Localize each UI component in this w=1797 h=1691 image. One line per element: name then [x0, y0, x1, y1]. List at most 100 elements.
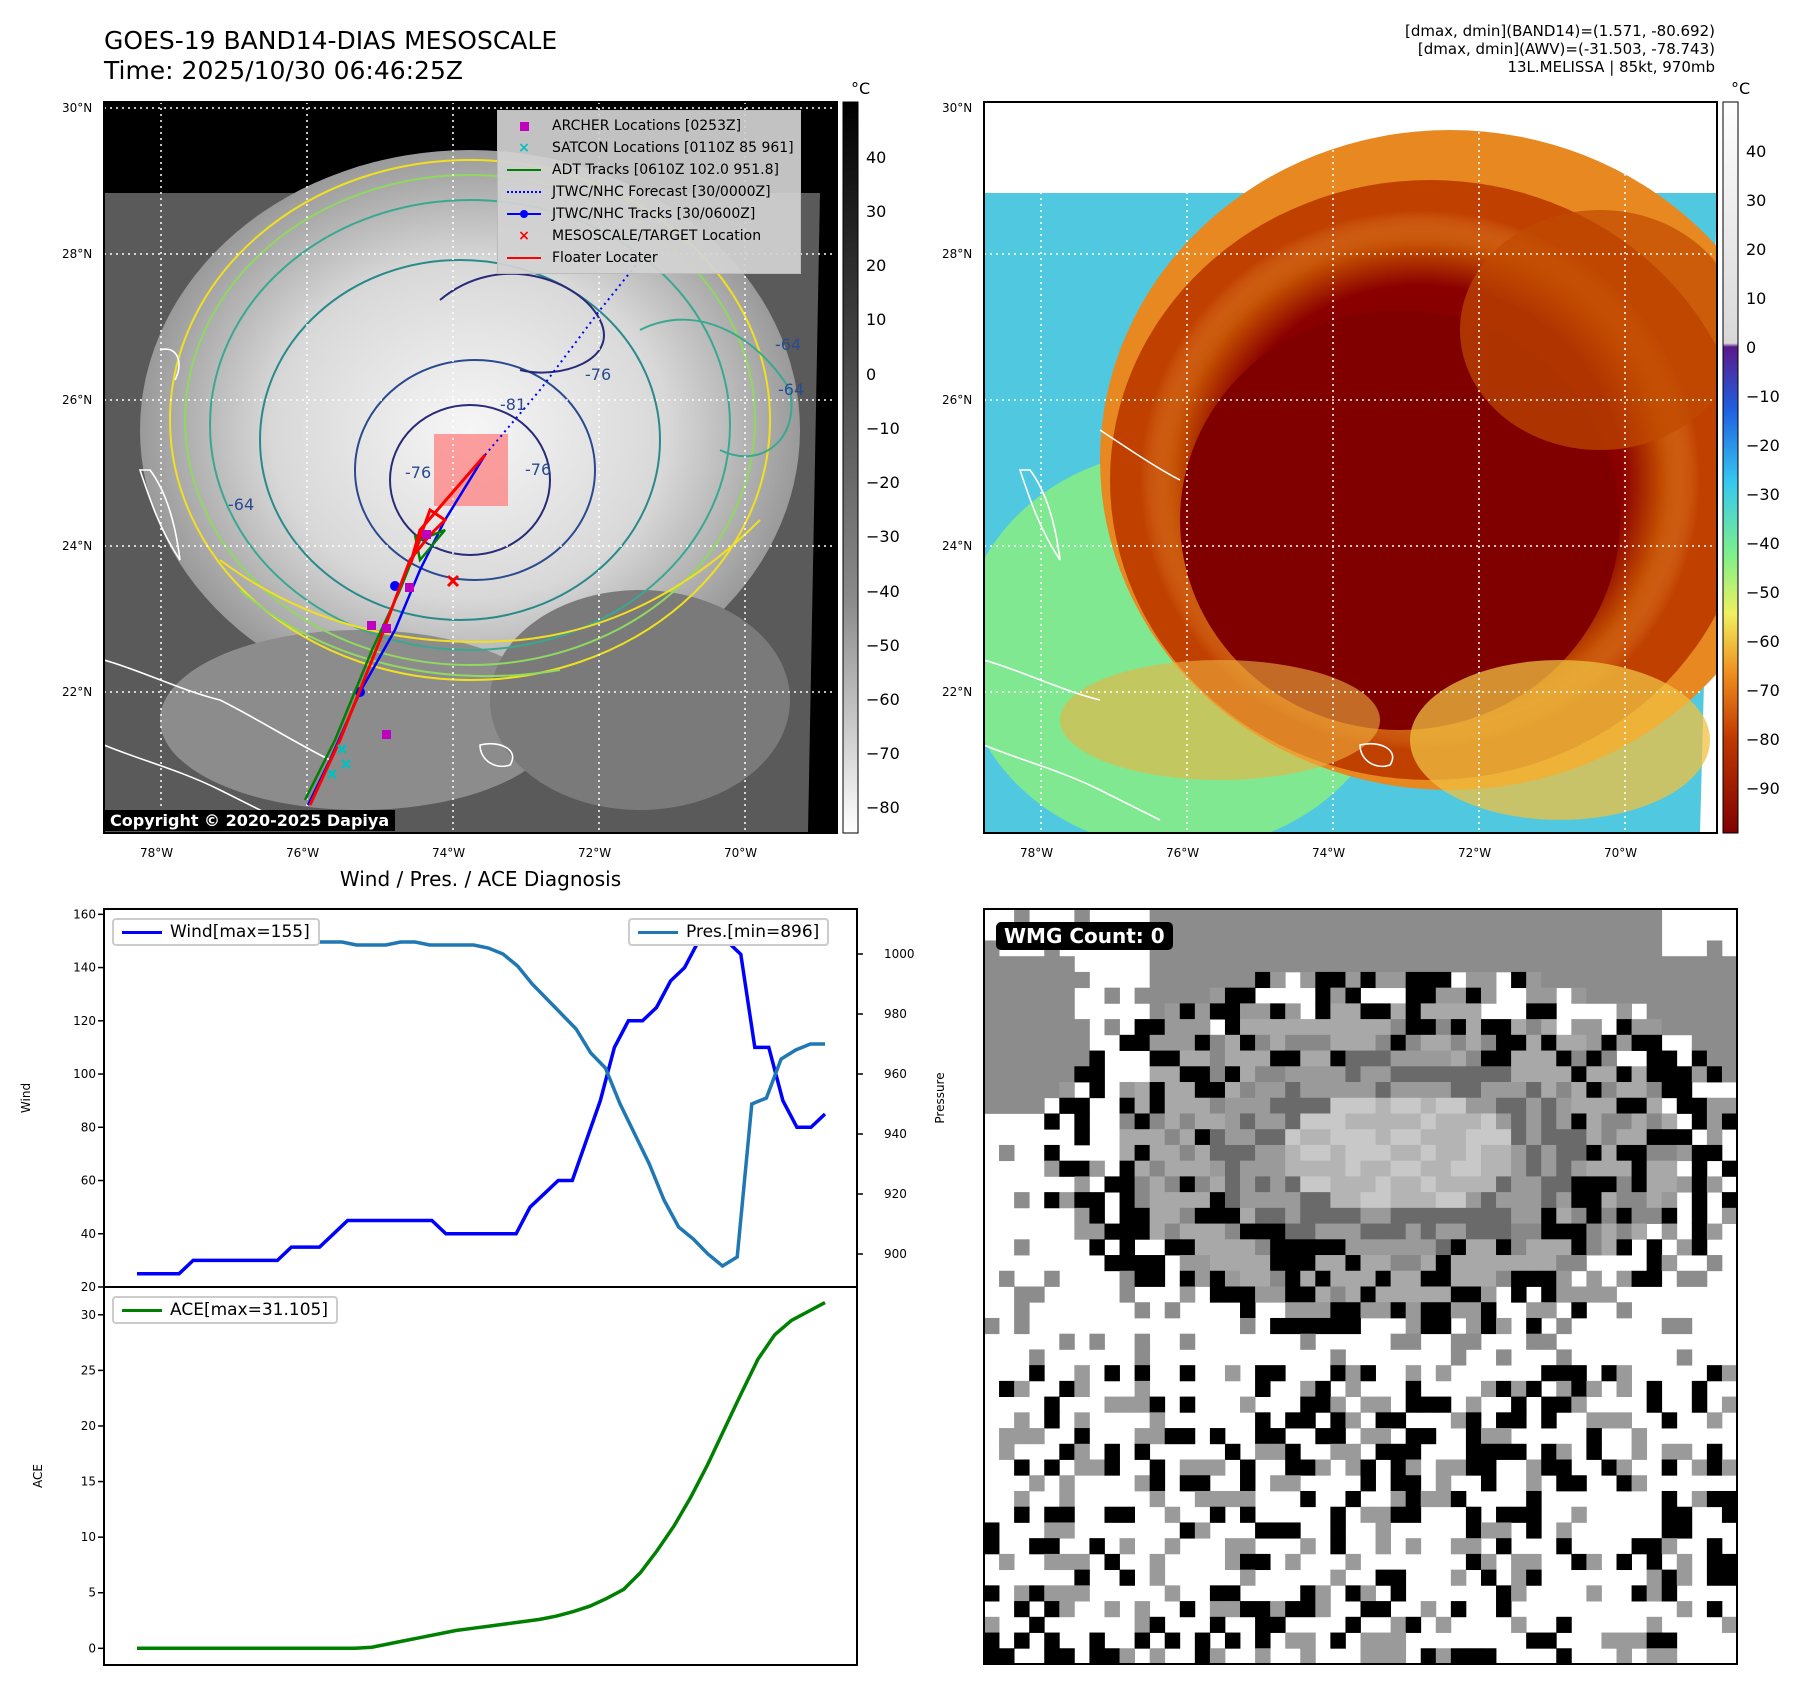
wmg-cell	[1044, 1585, 1060, 1602]
wmg-cell	[1119, 1255, 1135, 1272]
wmg-cell	[1149, 1192, 1166, 1209]
wmg-cell	[1586, 1050, 1602, 1067]
wmg-cell	[1390, 1192, 1407, 1209]
wmg-cell	[1526, 1380, 1542, 1398]
wmg-cell	[1435, 1113, 1452, 1130]
archer-markers	[367, 530, 431, 739]
wmg-cell	[1074, 1569, 1090, 1586]
wmg-cell	[1074, 1034, 1090, 1051]
legend-item-tracks: JTWC/NHC Tracks [30/0600Z]	[504, 203, 794, 225]
wmg-cell	[1194, 940, 1211, 957]
wmg-cell	[1345, 940, 1361, 957]
wmg-cell	[1601, 971, 1617, 989]
line-icon	[122, 930, 162, 934]
wmg-cell	[1375, 924, 1392, 941]
wmg-cell	[1375, 1569, 1392, 1586]
wmg-cell	[1375, 1144, 1392, 1162]
chart-title: Wind / Pres. / ACE Diagnosis	[339, 867, 622, 891]
wmg-cell	[1179, 1365, 1196, 1382]
colorbar-tick: 0	[866, 365, 877, 384]
wind-legend: Wind[max=155]	[112, 918, 320, 946]
wmg-cell	[1420, 1270, 1437, 1287]
wmg-cell	[1526, 1003, 1542, 1020]
wmg-cell	[1511, 1239, 1527, 1256]
wmg-cell	[1556, 1223, 1572, 1240]
pressure-axis-label: Pressure	[933, 1072, 947, 1123]
wmg-cell	[1209, 1255, 1226, 1272]
wmg-cell	[1435, 1019, 1452, 1036]
wmg-cell	[1300, 1302, 1316, 1319]
wmg-cell	[1224, 1066, 1241, 1083]
wmg-cell	[1224, 924, 1241, 941]
wmg-cell	[1616, 1082, 1632, 1099]
wmg-cell	[1721, 1160, 1738, 1177]
wmg-cell	[1631, 1034, 1648, 1051]
wmg-cell	[1526, 987, 1542, 1004]
wmg-cell	[1571, 1144, 1587, 1162]
wmg-cell	[1014, 909, 1030, 926]
wmg-cell	[1706, 987, 1723, 1004]
colorbar-tick: −40	[866, 582, 900, 601]
wmg-cell	[1240, 1601, 1256, 1618]
wmg-cell	[1014, 1506, 1030, 1523]
x-marker-icon: ×	[518, 140, 530, 156]
wmg-cell	[1104, 1459, 1120, 1476]
wmg-cell	[1390, 1050, 1407, 1067]
wmg-cell	[1029, 1082, 1045, 1099]
wmg-cell	[1691, 1144, 1708, 1162]
wmg-cell	[1194, 1632, 1211, 1649]
axis-tick-label: 140	[73, 961, 96, 975]
wmg-cell	[1330, 1286, 1346, 1303]
wmg-cell	[1255, 1412, 1271, 1429]
wmg-cell	[1014, 1585, 1030, 1602]
wmg-cell	[1661, 1113, 1678, 1130]
wmg-cell	[1285, 1176, 1301, 1193]
wmg-cell	[1300, 1176, 1316, 1193]
wmg-cell	[1029, 1349, 1045, 1366]
wmg-cell	[1390, 1286, 1407, 1303]
wmg-cell	[1179, 1223, 1196, 1240]
archer-location	[422, 530, 431, 539]
wmg-cell	[1526, 1333, 1542, 1350]
ir-map: -64 -76 -81 -76 -76 -64 -64	[104, 102, 837, 833]
wmg-cell	[1315, 1317, 1331, 1335]
wmg-cell	[1616, 1097, 1632, 1114]
wmg-cell	[1586, 1223, 1602, 1240]
wmg-cell	[1405, 1475, 1422, 1492]
ace-axes	[103, 1286, 858, 1666]
wmg-cell	[1496, 1129, 1512, 1146]
wmg-cell	[1661, 1176, 1678, 1193]
wmg-cell	[1586, 1192, 1602, 1209]
wmg-cell	[1240, 1255, 1256, 1272]
wmg-cell	[1420, 1490, 1437, 1508]
wmg-cell	[1676, 987, 1693, 1004]
wmg-cell	[1465, 1066, 1482, 1083]
wmg-cell	[1541, 1333, 1557, 1350]
wmg-cell	[1270, 1475, 1286, 1492]
wmg-cell	[1450, 1050, 1467, 1067]
wmg-cell	[1450, 940, 1467, 957]
wmg-cell	[1646, 971, 1663, 989]
wmg-cell	[1601, 1050, 1617, 1067]
wmg-cell	[1345, 1302, 1361, 1319]
wmg-cell	[1209, 1207, 1226, 1224]
wmg-cell	[1089, 1223, 1105, 1240]
wmg-cell	[1465, 1506, 1482, 1523]
wmg-cell	[1706, 1412, 1723, 1429]
wmg-cell	[1420, 1050, 1437, 1067]
wmg-cell	[1300, 1050, 1316, 1067]
axis-tick-label: 15	[81, 1475, 96, 1489]
wmg-cell	[1300, 1207, 1316, 1224]
wmg-cell	[1496, 1144, 1512, 1162]
wmg-cell	[1104, 987, 1120, 1004]
wmg-cell	[1330, 1019, 1346, 1036]
wmg-cell	[1691, 1019, 1708, 1036]
wmg-cell	[1209, 1144, 1226, 1162]
wmg-cell	[1496, 956, 1512, 973]
wmg-cell	[1496, 1601, 1512, 1618]
wmg-cell	[1179, 909, 1196, 926]
wmg-cell	[984, 1317, 1000, 1335]
wmg-cell	[1616, 956, 1632, 973]
wmg-cell	[1511, 1443, 1527, 1460]
wmg-cell	[1601, 1192, 1617, 1209]
